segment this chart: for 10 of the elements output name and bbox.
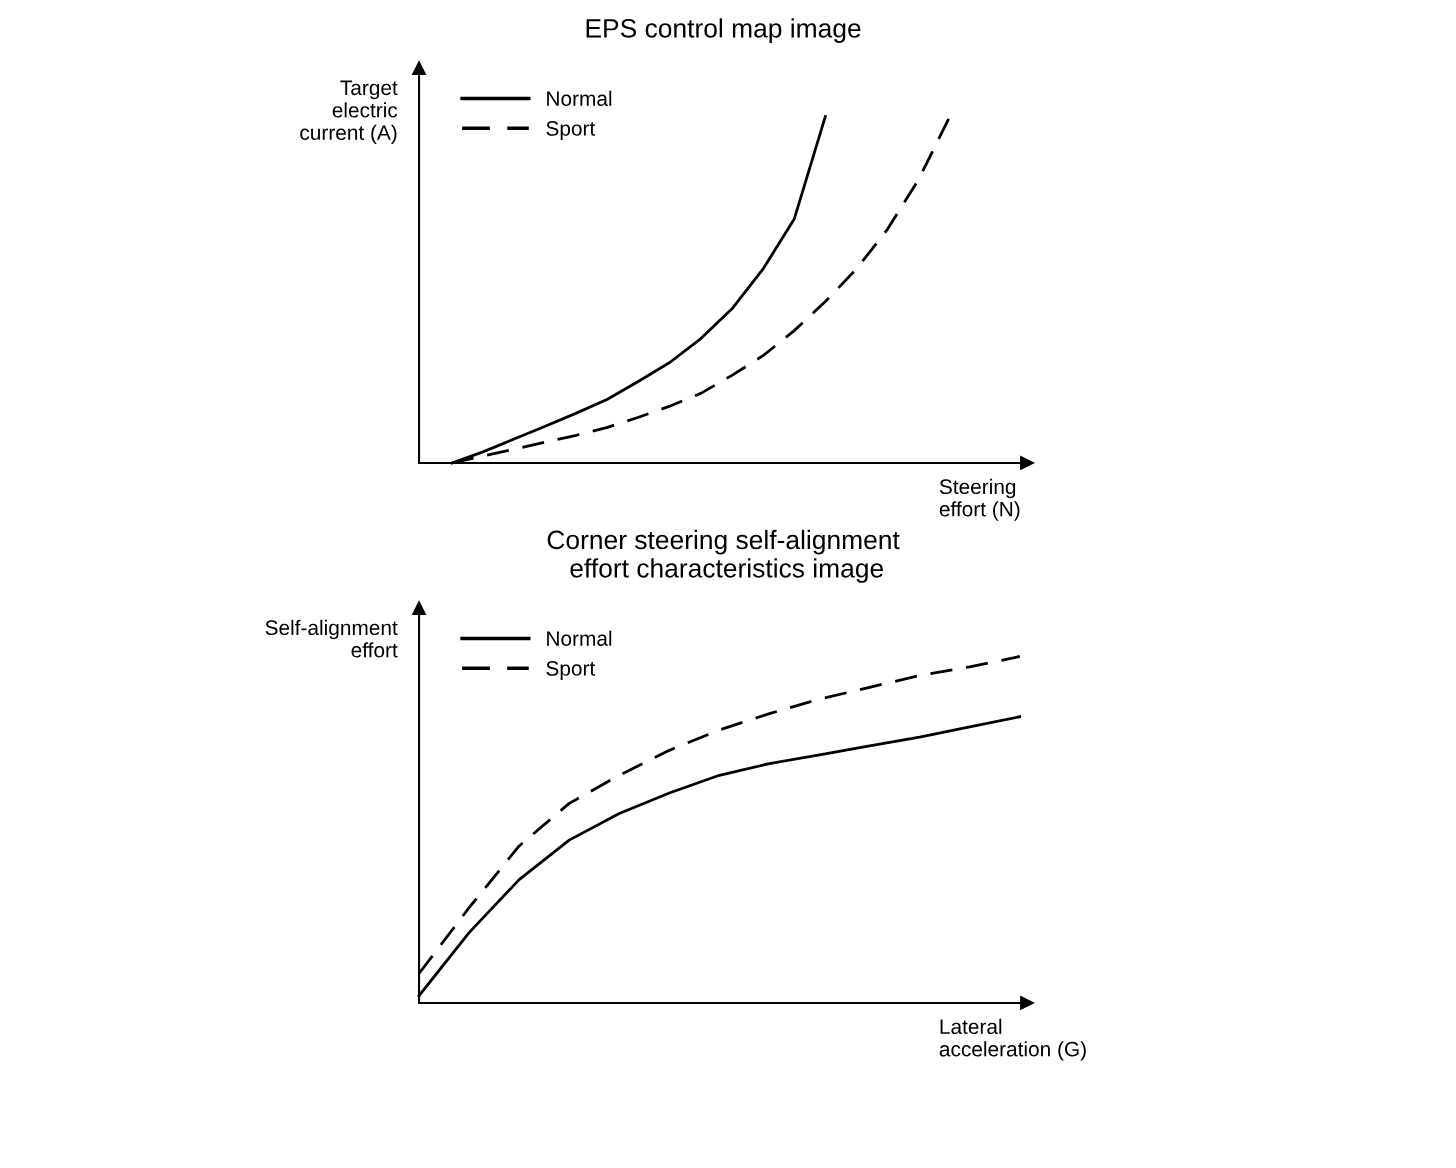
- y-axis-title: Self-alignment effort: [265, 619, 398, 658]
- x-axis-title: Steering effort (N): [939, 478, 1020, 521]
- x-axis-title: Lateral acceleration (G): [939, 1018, 1086, 1061]
- y-axis-title: Target electric current (A): [300, 80, 398, 145]
- legend-label: Sport: [546, 661, 596, 680]
- chart-title: EPS control map image: [586, 18, 861, 43]
- legend-label: Sport: [546, 121, 596, 140]
- chart-title: Corner steering self-alignment effort characteristics image: [547, 529, 900, 583]
- legend-label: Normal: [547, 630, 612, 646]
- legend-label: Normal: [547, 90, 612, 106]
